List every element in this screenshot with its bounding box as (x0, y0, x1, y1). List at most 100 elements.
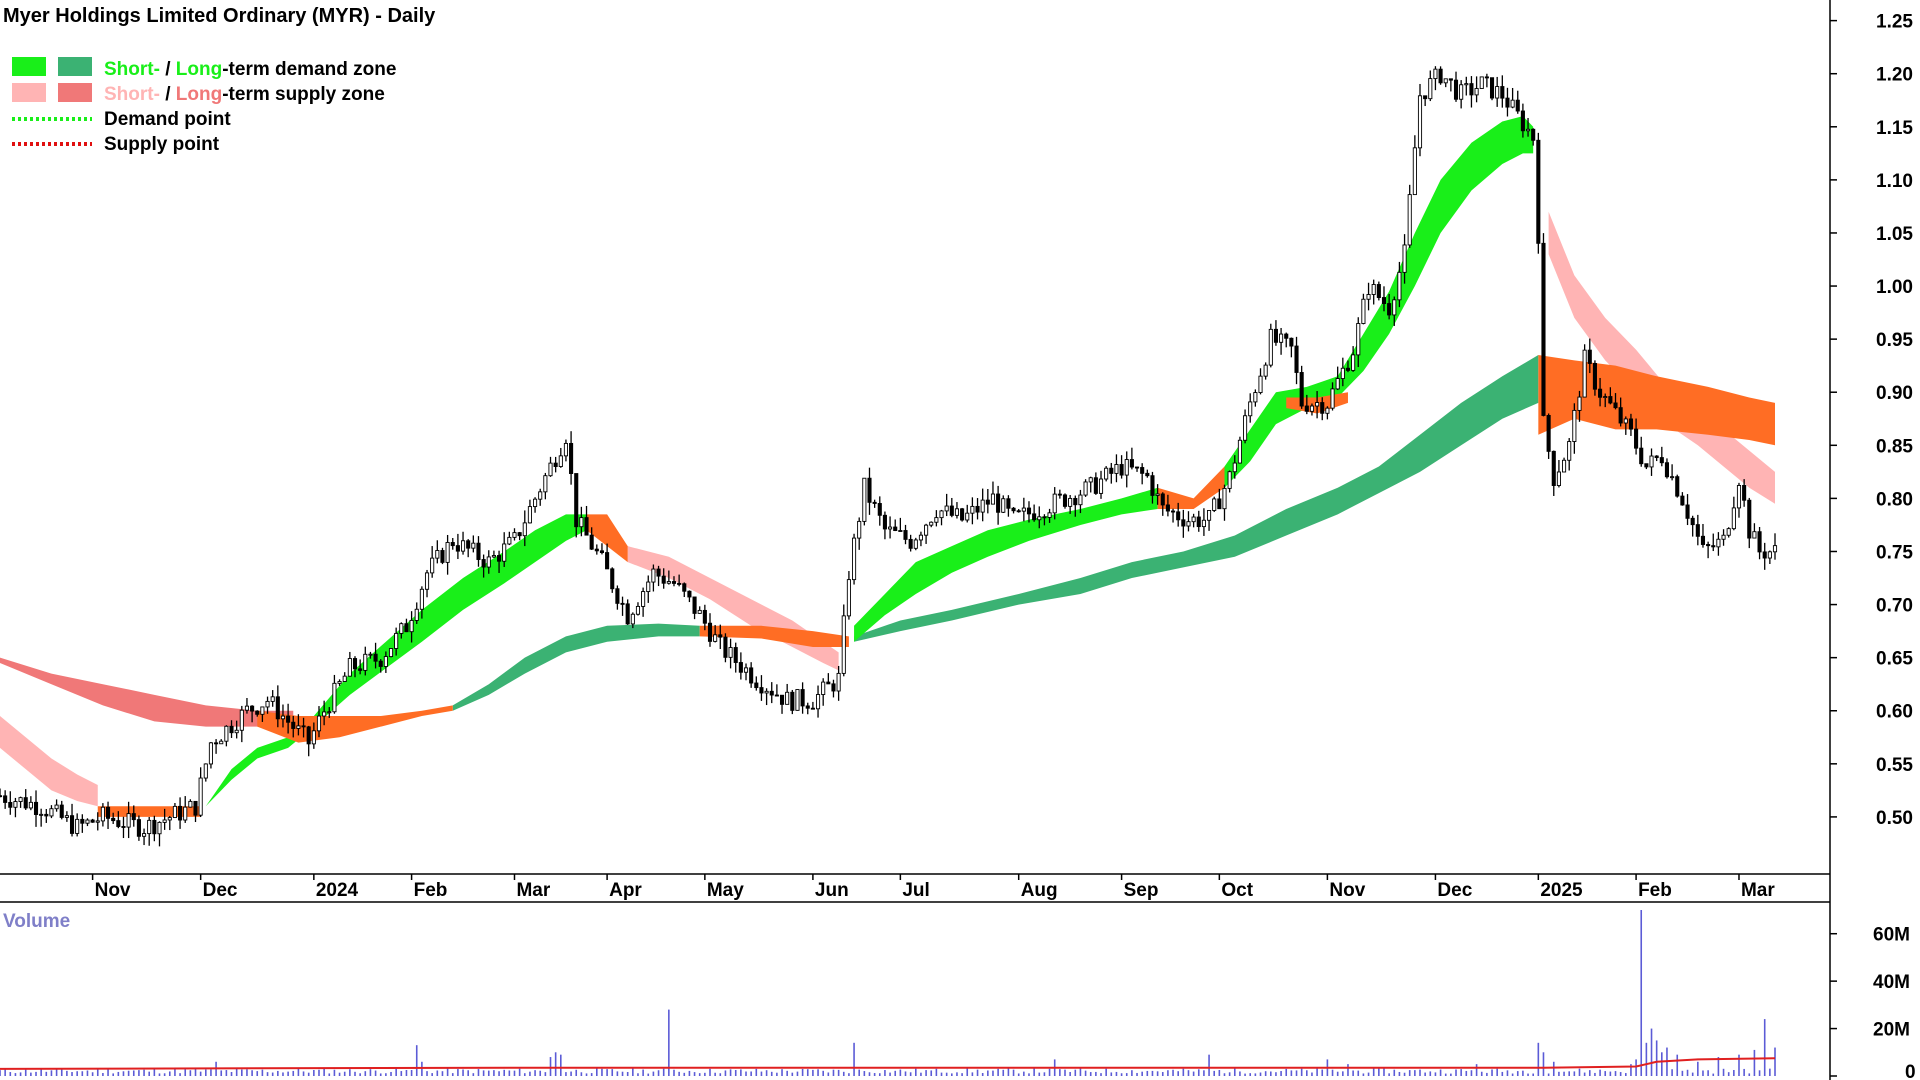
candle-body (1073, 497, 1078, 506)
x-tick-label: Nov (1329, 880, 1365, 901)
candle-body (671, 581, 677, 584)
candle-body (949, 505, 954, 516)
candle-body (316, 715, 322, 732)
candle-body (990, 493, 996, 505)
candle-body (260, 706, 265, 715)
candle-body (162, 819, 167, 823)
candle-body (1716, 538, 1721, 548)
y-tick-label: 0.50 (1876, 808, 1913, 829)
candle-body (1294, 345, 1299, 373)
candle-body (95, 820, 100, 823)
candle-body (188, 800, 193, 808)
candle-body (996, 493, 1001, 513)
candle-body (430, 557, 435, 574)
candle-body (1047, 512, 1052, 518)
candle-body (1371, 284, 1376, 295)
candle-body (404, 623, 409, 633)
candle-body (682, 583, 687, 592)
x-tick-label: Jun (815, 880, 849, 901)
candle-body (306, 726, 311, 745)
candle-body (445, 542, 450, 563)
candle-body (1587, 349, 1592, 364)
x-tick-label: Sep (1124, 880, 1159, 901)
candle-body (831, 683, 836, 692)
candle-body (383, 656, 388, 667)
short-supply-zone-0 (0, 716, 98, 807)
candle-body (1088, 477, 1093, 483)
mixed-zone-3 (699, 625, 849, 648)
y-tick-label: 1.10 (1876, 171, 1913, 192)
candle-body (795, 689, 800, 711)
candle-body (718, 634, 723, 638)
candle-body (1495, 86, 1500, 99)
candle-body (291, 721, 296, 729)
candle-body (1700, 535, 1706, 545)
candle-body (584, 517, 589, 536)
candle-body (553, 462, 558, 467)
candle-body (105, 806, 111, 819)
candle-body (1644, 463, 1649, 468)
candle-body (1752, 531, 1757, 539)
candle-body (1659, 457, 1664, 464)
candle-body (1335, 378, 1340, 390)
candle-body (1582, 349, 1587, 398)
candle-body (1340, 367, 1345, 380)
candle-body (1680, 495, 1685, 506)
candle-body (1032, 513, 1037, 521)
candle-body (363, 653, 368, 671)
candle-body (846, 579, 851, 617)
candle-body (666, 581, 671, 584)
y-tick-label: 0.75 (1876, 542, 1913, 563)
candle-body (0, 795, 3, 798)
mixed-zone-6 (1538, 355, 1775, 446)
y-tick-label: 0.80 (1876, 489, 1913, 510)
candle-body (1263, 364, 1268, 377)
candle-body (754, 682, 759, 689)
candle-body (522, 522, 527, 537)
candle-body (116, 820, 121, 827)
candle-body (1160, 493, 1165, 506)
candle-body (178, 805, 183, 821)
candle-body (1407, 194, 1412, 246)
candle-body (1001, 498, 1006, 513)
candle-body (661, 575, 666, 584)
candle-body (1428, 78, 1433, 100)
candle-body (1721, 534, 1726, 540)
candle-body (1345, 367, 1351, 371)
legend-supply-zone: Short- / Long-term supply zone (104, 84, 385, 105)
candle-body (1196, 516, 1201, 528)
candle-body (111, 817, 116, 822)
candle-body (1268, 328, 1273, 366)
candle-body (1186, 521, 1191, 527)
candle-body (1284, 333, 1289, 339)
candle-body (497, 555, 502, 562)
candle-body (558, 455, 563, 467)
candle-body (862, 477, 867, 522)
candle-body (352, 658, 358, 670)
candle-body (785, 691, 790, 705)
candle-body (898, 530, 903, 532)
candle-body (975, 505, 980, 513)
candle-body (476, 542, 481, 560)
volume-tick-label: 20M (1873, 1020, 1910, 1041)
candle-body (1489, 77, 1495, 99)
candle-body (337, 681, 342, 684)
x-tick-label: Apr (609, 880, 642, 901)
candle-body (512, 532, 517, 538)
candle-body (13, 801, 18, 808)
y-tick-label: 0.60 (1876, 702, 1913, 723)
candle-body (1541, 242, 1546, 416)
candle-body (172, 805, 177, 819)
candle-body (877, 503, 882, 516)
candle-body (147, 819, 152, 835)
candle-body (8, 801, 13, 808)
candle-body (1258, 375, 1263, 393)
candle-body (687, 590, 692, 598)
candle-body (1124, 459, 1129, 476)
candle-body (1248, 401, 1253, 417)
candle-body (69, 815, 75, 834)
candle-body (239, 709, 244, 731)
candle-body (548, 462, 553, 477)
candle-body (1006, 498, 1011, 509)
